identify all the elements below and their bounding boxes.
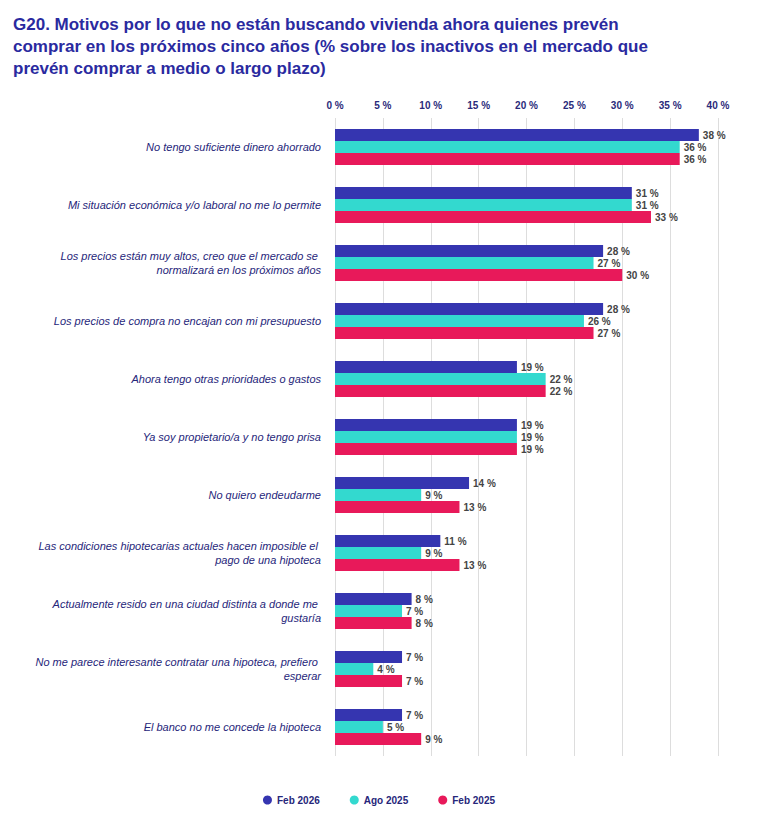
svg-text:26 %: 26 % — [588, 316, 611, 327]
svg-text:Feb 2026: Feb 2026 — [277, 795, 320, 806]
svg-text:36 %: 36 % — [684, 142, 707, 153]
svg-text:No me parece interesante contr: No me parece interesante contratar una h… — [35, 656, 321, 668]
svg-text:gustaría: gustaría — [281, 612, 321, 624]
svg-text:15 %: 15 % — [467, 100, 490, 111]
svg-text:4 %: 4 % — [377, 664, 394, 675]
svg-text:5 %: 5 % — [374, 100, 391, 111]
svg-text:8 %: 8 % — [416, 594, 433, 605]
svg-text:27 %: 27 % — [598, 328, 621, 339]
svg-text:30 %: 30 % — [626, 270, 649, 281]
svg-text:Feb 2025: Feb 2025 — [452, 795, 495, 806]
svg-text:13 %: 13 % — [463, 502, 486, 513]
svg-text:19 %: 19 % — [521, 362, 544, 373]
svg-text:22 %: 22 % — [550, 374, 573, 385]
svg-text:No tengo suficiente dinero aho: No tengo suficiente dinero ahorrado — [146, 141, 321, 153]
svg-text:33 %: 33 % — [655, 212, 678, 223]
svg-text:Los precios de compra no encaj: Los precios de compra no encajan con mi … — [54, 315, 321, 327]
svg-text:19 %: 19 % — [521, 432, 544, 443]
svg-text:Mi situación económica y/o lab: Mi situación económica y/o laboral no me… — [68, 199, 321, 211]
svg-text:38 %: 38 % — [703, 130, 726, 141]
svg-text:normalizará en los próximos añ: normalizará en los próximos años — [157, 264, 322, 276]
svg-text:25 %: 25 % — [563, 100, 586, 111]
svg-text:19 %: 19 % — [521, 444, 544, 455]
svg-text:9 %: 9 % — [425, 490, 442, 501]
svg-text:7 %: 7 % — [406, 652, 423, 663]
svg-text:22 %: 22 % — [550, 386, 573, 397]
svg-text:7 %: 7 % — [406, 710, 423, 721]
svg-text:35 %: 35 % — [659, 100, 682, 111]
svg-text:9 %: 9 % — [425, 548, 442, 559]
svg-text:G20. Motivos por lo que no est: G20. Motivos por lo que no están buscand… — [13, 15, 623, 34]
svg-text:Ya soy propietario/a y no teng: Ya soy propietario/a y no tengo prisa — [143, 431, 321, 443]
svg-text:27 %: 27 % — [598, 258, 621, 269]
svg-text:31 %: 31 % — [636, 200, 659, 211]
svg-text:esperar: esperar — [284, 670, 323, 682]
svg-text:11 %: 11 % — [444, 536, 466, 547]
svg-text:14 %: 14 % — [473, 478, 496, 489]
svg-text:0 %: 0 % — [326, 100, 343, 111]
svg-text:No quiero endeudarme: No quiero endeudarme — [208, 489, 321, 501]
svg-text:prevén comprar a medio o largo: prevén comprar a medio o largo plazo) — [13, 59, 326, 78]
svg-text:20 %: 20 % — [515, 100, 538, 111]
svg-text:10 %: 10 % — [419, 100, 442, 111]
svg-text:19 %: 19 % — [521, 420, 544, 431]
svg-text:Los precios están muy altos, c: Los precios están muy altos, creo que el… — [61, 250, 321, 262]
svg-text:28 %: 28 % — [607, 246, 630, 257]
svg-text:pago de una hipoteca: pago de una hipoteca — [214, 554, 321, 566]
svg-text:31 %: 31 % — [636, 188, 659, 199]
svg-text:comprar en los próximos cinco: comprar en los próximos cinco años (% so… — [13, 37, 653, 56]
svg-text:40 %: 40 % — [707, 100, 730, 111]
svg-text:Ago 2025: Ago 2025 — [364, 795, 409, 806]
svg-text:5 %: 5 % — [387, 722, 404, 733]
svg-text:Ahora tengo otras prioridades: Ahora tengo otras prioridades o gastos — [130, 373, 321, 385]
svg-text:36 %: 36 % — [684, 154, 707, 165]
svg-text:9 %: 9 % — [425, 734, 442, 745]
svg-text:13 %: 13 % — [463, 560, 486, 571]
svg-text:El banco no me concede la hipo: El banco no me concede la hipoteca — [144, 721, 321, 733]
svg-text:28 %: 28 % — [607, 304, 630, 315]
svg-text:8 %: 8 % — [416, 618, 433, 629]
svg-text:7 %: 7 % — [406, 606, 423, 617]
svg-text:7 %: 7 % — [406, 676, 423, 687]
svg-text:Las condiciones hipotecarias a: Las condiciones hipotecarias actuales ha… — [38, 540, 321, 552]
svg-text:Actualmente resido en una ciud: Actualmente resido en una ciudad distint… — [52, 598, 321, 610]
svg-text:30 %: 30 % — [611, 100, 634, 111]
